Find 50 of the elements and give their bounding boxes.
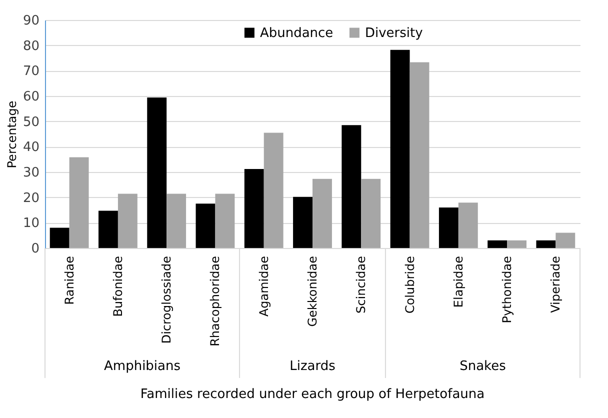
y-tick-label: 40 xyxy=(22,140,40,156)
bar xyxy=(264,132,284,248)
x-axis-title: Families recorded under each group of Herpetofauna xyxy=(140,387,485,402)
bar xyxy=(69,157,89,248)
y-tick-label: 90 xyxy=(22,14,40,28)
bar xyxy=(536,240,556,248)
text: Snakes xyxy=(460,359,506,374)
y-axis-title: Percentage xyxy=(4,100,19,168)
bar xyxy=(438,207,458,248)
bar xyxy=(147,98,167,248)
x-tick-label: Colubride xyxy=(402,256,417,314)
y-tick-label: 50 xyxy=(22,114,40,130)
y-tick-label: 20 xyxy=(22,190,40,206)
text: Lizards xyxy=(290,359,336,374)
bar xyxy=(390,50,410,248)
x-tick-label: Viperiade xyxy=(548,256,563,313)
bar xyxy=(196,204,216,248)
x-tick-label: Elapidae xyxy=(451,256,466,308)
x-tick-label: Rhacophoridae xyxy=(208,256,222,346)
y-tick-label: 70 xyxy=(22,64,40,80)
x-tick-label: Scincidae xyxy=(354,256,368,314)
bar xyxy=(244,168,264,248)
y-tick-label: 10 xyxy=(22,216,40,232)
bar xyxy=(361,178,381,248)
x-tick-label: Gekkonidae xyxy=(306,256,320,327)
bar xyxy=(293,196,312,248)
x-tick-label: Pythonidae xyxy=(500,256,514,324)
y-tick-label: 60 xyxy=(22,90,40,104)
bar xyxy=(556,232,576,248)
bar xyxy=(166,194,186,248)
bar xyxy=(312,178,332,248)
bar xyxy=(98,210,118,248)
bar xyxy=(488,240,508,248)
bar xyxy=(215,194,235,248)
bar xyxy=(507,240,526,248)
bar xyxy=(50,228,70,248)
x-tick-label: Bufonidae xyxy=(110,256,125,317)
y-tick-label: 30 xyxy=(22,166,40,180)
bar xyxy=(342,125,362,248)
legend-label: Abundance xyxy=(260,26,334,41)
bar xyxy=(118,194,138,248)
legend-label: Diversity xyxy=(364,26,424,41)
text: Amphibians xyxy=(104,359,181,374)
x-tick-label: Ranidae xyxy=(62,256,76,305)
bar xyxy=(410,62,430,248)
bar xyxy=(458,202,478,248)
x-tick-label: Agamidae xyxy=(256,256,271,317)
y-tick-label: 80 xyxy=(22,38,40,54)
x-tick-label: Dicroglossiade xyxy=(160,256,174,344)
y-tick-label: 0 xyxy=(31,242,40,256)
